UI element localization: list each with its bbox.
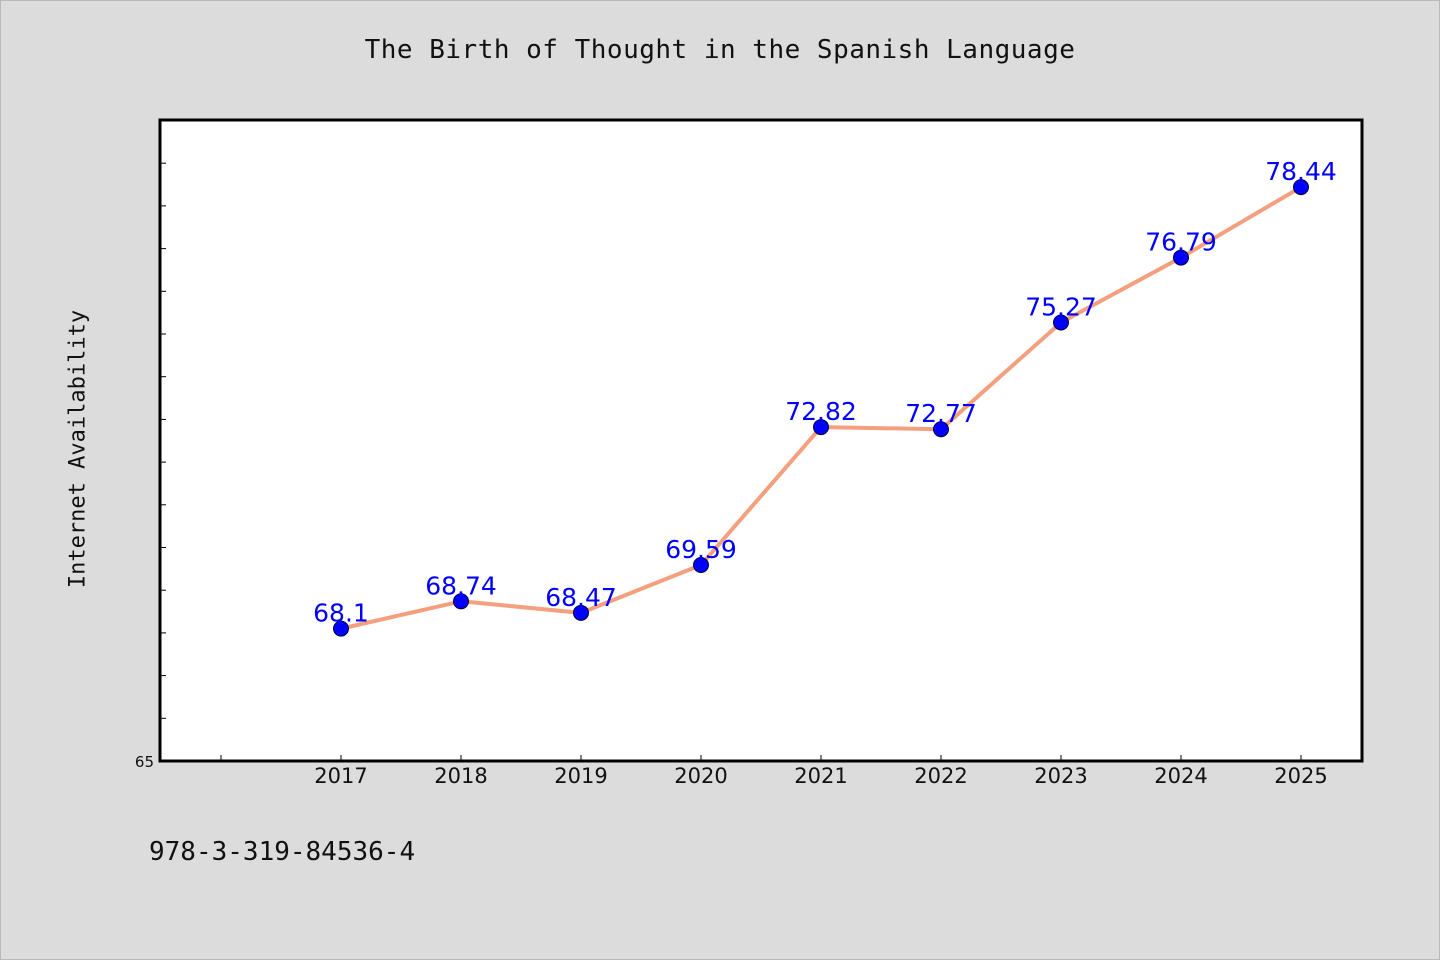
- data-label-2017: 68.1: [313, 599, 369, 628]
- data-point-2025: [1293, 179, 1309, 196]
- x-tick-label-2017: 2017: [314, 764, 367, 788]
- data-label-2025: 78.44: [1265, 157, 1337, 186]
- x-tick-label-2024: 2024: [1154, 764, 1207, 788]
- data-point-2019: [573, 604, 589, 621]
- data-label-2020: 69.59: [665, 535, 737, 564]
- x-tick-label-2019: 2019: [554, 764, 607, 788]
- data-label-2019: 68.47: [545, 583, 617, 612]
- data-label-2022: 72.77: [905, 399, 977, 428]
- data-point-2018: [453, 593, 469, 610]
- y-tick-label: 65: [135, 753, 154, 771]
- x-tick-label-2023: 2023: [1034, 764, 1087, 788]
- data-label-2018: 68.74: [425, 571, 497, 600]
- data-point-2017: [333, 620, 349, 637]
- data-point-2024: [1173, 249, 1189, 266]
- data-point-2021: [813, 419, 829, 436]
- x-tick-label-2018: 2018: [434, 764, 487, 788]
- x-tick-label-2025: 2025: [1274, 764, 1327, 788]
- x-tick-label-2020: 2020: [674, 764, 727, 788]
- data-label-2021: 72.82: [785, 397, 857, 426]
- x-tick-label-2021: 2021: [794, 764, 847, 788]
- data-point-2022: [933, 421, 949, 438]
- data-point-2023: [1053, 314, 1069, 331]
- chart-title: The Birth of Thought in the Spanish Lang…: [364, 35, 1076, 65]
- x-tick-label-2022: 2022: [914, 764, 967, 788]
- isbn-text: 978-3-319-84536-4: [149, 837, 416, 867]
- plot-area: [158, 118, 1364, 763]
- data-label-2023: 75.27: [1025, 292, 1097, 321]
- data-point-2020: [693, 557, 709, 574]
- data-label-2024: 76.79: [1145, 228, 1217, 257]
